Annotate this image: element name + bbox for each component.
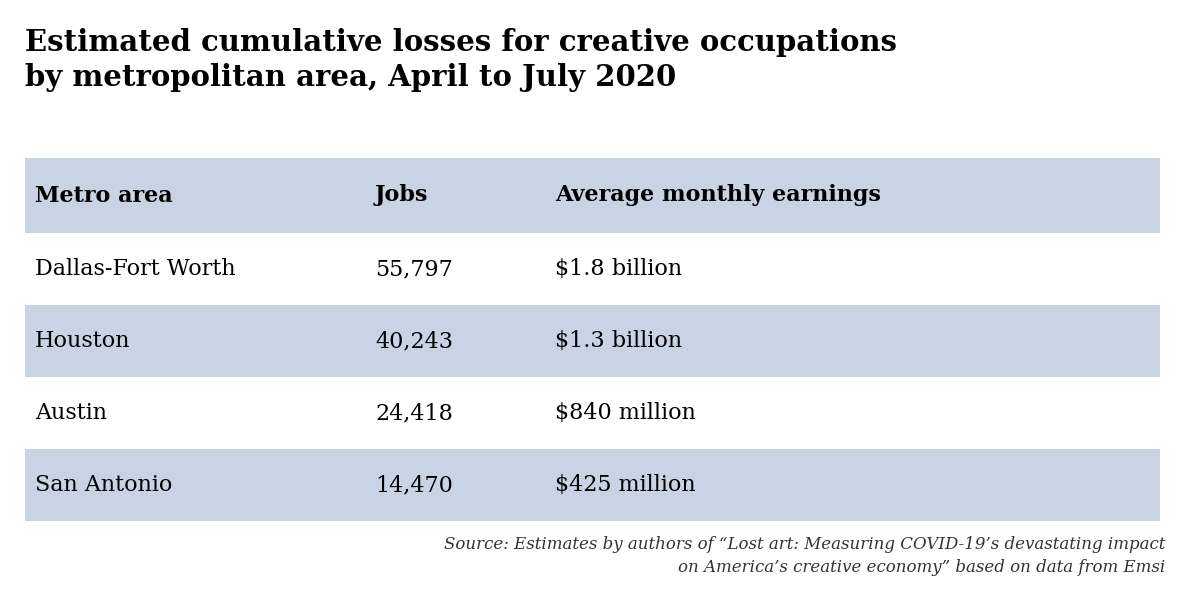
- Bar: [25, 158, 1160, 233]
- Text: San Antonio: San Antonio: [35, 474, 173, 496]
- Text: 40,243: 40,243: [374, 330, 454, 352]
- Bar: [25, 377, 1160, 449]
- Text: $840 million: $840 million: [554, 402, 696, 424]
- Text: Houston: Houston: [35, 330, 131, 352]
- Text: Average monthly earnings: Average monthly earnings: [554, 184, 881, 206]
- Text: 14,470: 14,470: [374, 474, 452, 496]
- Text: $1.8 billion: $1.8 billion: [554, 258, 682, 280]
- Bar: [25, 233, 1160, 305]
- Text: $1.3 billion: $1.3 billion: [554, 330, 682, 352]
- Text: 55,797: 55,797: [374, 258, 452, 280]
- Text: Metro area: Metro area: [35, 184, 173, 206]
- Text: Austin: Austin: [35, 402, 107, 424]
- Bar: [25, 449, 1160, 521]
- Text: 24,418: 24,418: [374, 402, 452, 424]
- Bar: [25, 305, 1160, 377]
- Text: Dallas-Fort Worth: Dallas-Fort Worth: [35, 258, 235, 280]
- Text: Jobs: Jobs: [374, 184, 428, 206]
- Text: Estimated cumulative losses for creative occupations
by metropolitan area, April: Estimated cumulative losses for creative…: [25, 28, 898, 92]
- Text: $425 million: $425 million: [554, 474, 696, 496]
- Text: Source: Estimates by authors of “Lost art: Measuring COVID-19’s devastating impa: Source: Estimates by authors of “Lost ar…: [444, 536, 1165, 576]
